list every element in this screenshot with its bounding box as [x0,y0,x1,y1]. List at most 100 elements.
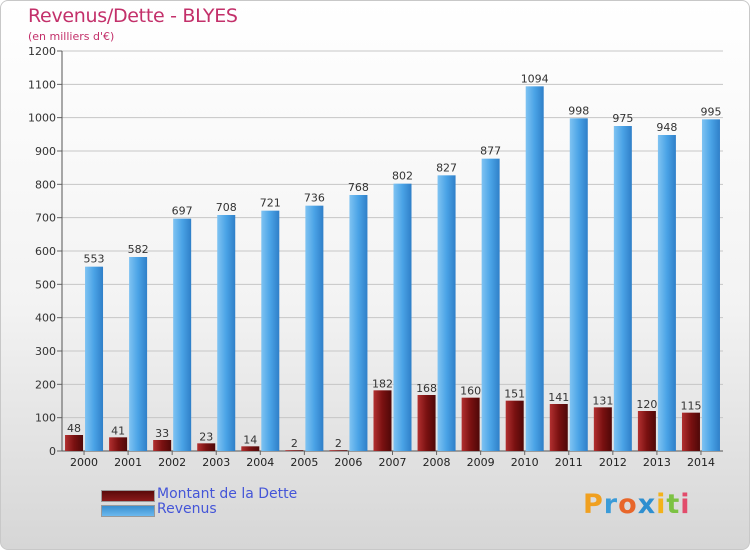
data-label-revenus: 736 [304,192,325,205]
y-tick-label: 600 [35,245,56,258]
y-tick-label: 700 [35,212,56,225]
bar-revenus [613,126,632,451]
bar-revenus [85,266,104,451]
bar-dette [461,397,480,451]
x-tick-label: 2005 [290,456,318,469]
legend-swatch-revenus [101,505,155,517]
data-label-dette: 48 [67,422,81,435]
y-tick-label: 900 [35,145,56,158]
bar-dette [681,412,700,451]
x-tick-label: 2010 [511,456,539,469]
logo-letter: t [666,489,681,520]
bar-revenus [437,175,456,452]
bar-revenus [305,205,324,451]
data-label-revenus: 877 [480,145,501,158]
data-label-revenus: 582 [128,243,149,256]
legend-swatch-dette [101,490,155,502]
x-tick-label: 2003 [202,456,230,469]
y-tick-label: 300 [35,345,56,358]
data-labels: 48 553 41 582 33 697 23 708 14 721 2 736 2 768 182 802 1… [67,72,721,450]
bar-dette [417,395,436,451]
data-label-revenus: 948 [656,121,677,134]
data-label-dette: 115 [680,400,701,413]
bar-dette [197,443,216,451]
proxiti-logo: Proxiti [583,489,693,525]
y-tick-label: 500 [35,278,56,291]
bar-revenus [173,218,192,451]
x-tick-label: 2012 [599,456,627,469]
data-label-revenus: 802 [392,170,413,183]
x-tick-label: 2000 [70,456,98,469]
bar-dette [593,407,612,451]
x-tick-label: 2009 [467,456,495,469]
data-label-dette: 2 [335,437,342,450]
data-label-dette: 182 [372,377,393,390]
data-label-dette: 120 [636,398,657,411]
data-label-dette: 168 [416,382,437,395]
chart-subtitle: (en milliers d'€) [28,30,115,43]
data-label-dette: 2 [291,437,298,450]
data-label-revenus: 995 [700,105,721,118]
grid-lines [62,50,723,419]
bar-dette [637,411,656,451]
x-tick-label: 2001 [114,456,142,469]
y-tick-label: 800 [35,178,56,191]
logo-letter: x [637,489,657,520]
logo-letter: r [603,489,619,520]
bars [65,86,720,452]
logo-letter: P [583,489,604,520]
bar-dette [329,450,348,451]
data-label-revenus: 998 [568,104,589,117]
bar-revenus [481,158,500,451]
data-label-dette: 151 [504,388,525,401]
y-axis: 0 100 200 300 400 500 600 700 800 900 1000 1100 1200 [28,45,63,458]
x-tick-label: 2013 [643,456,671,469]
data-label-dette: 33 [155,427,169,440]
data-label-revenus: 1094 [521,72,549,85]
data-label-dette: 160 [460,385,481,398]
y-tick-label: 200 [35,378,56,391]
data-label-dette: 41 [111,424,125,437]
bar-revenus [525,86,544,451]
x-tick-label: 2004 [246,456,274,469]
data-label-revenus: 553 [84,253,105,266]
bar-revenus [657,135,676,451]
bar-revenus [349,195,368,451]
bar-dette [65,435,84,451]
y-tick-label: 100 [35,412,56,425]
bar-revenus [569,118,588,451]
x-tick-label: 2014 [687,456,715,469]
bar-dette [109,437,128,451]
y-tick-label: 1200 [28,45,56,58]
legend-label-revenus: Revenus [157,501,217,517]
data-label-revenus: 827 [436,161,457,174]
logo-letter: o [618,489,638,520]
chart-title: Revenus/Dette - BLYES [28,5,238,27]
bar-dette [505,400,524,451]
y-tick-label: 0 [49,445,56,458]
data-label-dette: 23 [199,430,213,443]
legend-label-dette: Montant de la Dette [157,486,298,502]
data-label-revenus: 708 [216,201,237,214]
bar-revenus [701,119,720,451]
bar-revenus [217,215,236,451]
data-label-dette: 14 [243,433,257,446]
y-tick-label: 1000 [28,112,56,125]
data-label-dette: 141 [548,391,569,404]
data-label-revenus: 697 [172,205,193,218]
bar-revenus [129,257,148,451]
x-tick-label: 2007 [379,456,407,469]
data-label-revenus: 721 [260,197,281,210]
x-tick-label: 2008 [423,456,451,469]
data-label-revenus: 975 [612,112,633,125]
logo-letter: i [656,489,667,520]
bar-revenus [393,183,412,451]
bar-dette [549,404,568,451]
x-tick-label: 2011 [555,456,583,469]
data-label-dette: 131 [592,394,613,407]
y-tick-label: 1100 [28,78,56,91]
bar-dette [285,450,304,451]
bar-dette [241,446,260,451]
